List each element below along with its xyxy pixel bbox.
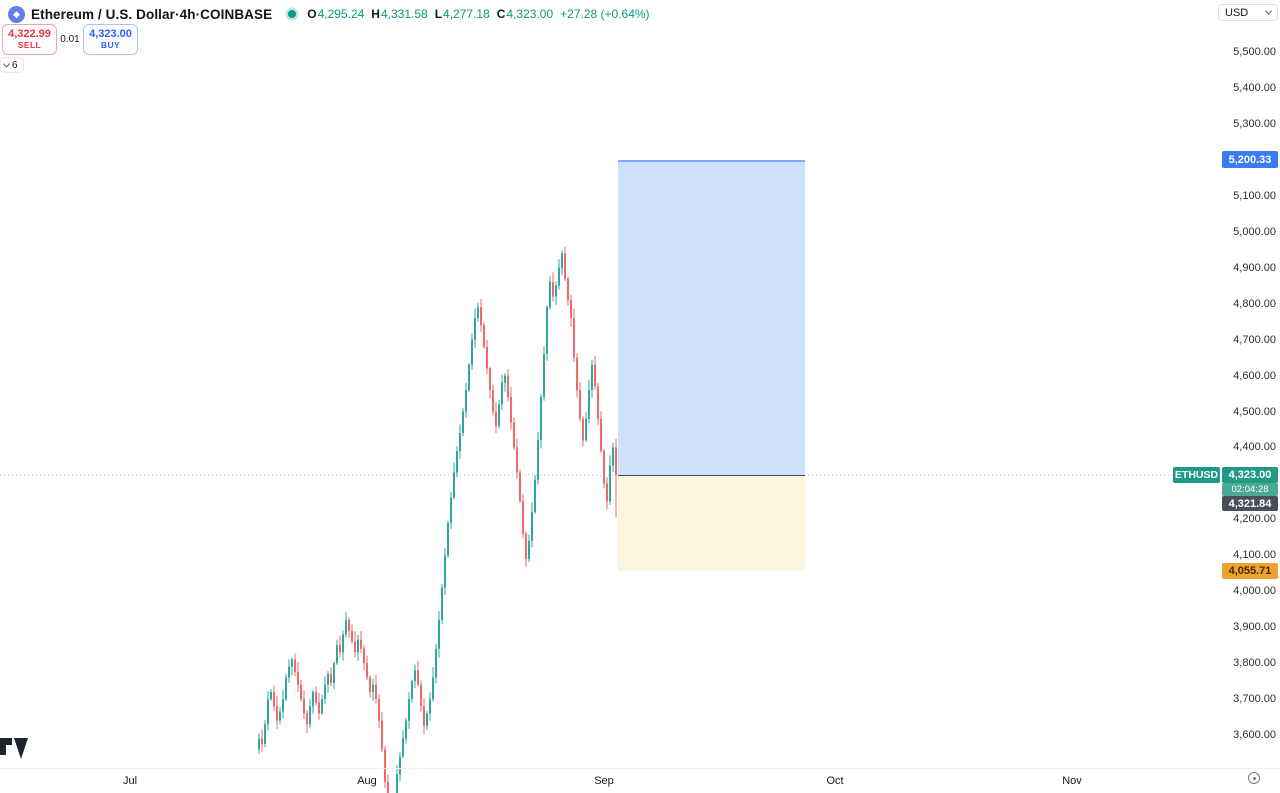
time-tick: Aug [357,775,377,787]
indicators-collapse-toggle[interactable]: 6 [0,57,24,73]
price-tick: 4,900.00 [1233,261,1276,274]
price-tick: 4,600.00 [1233,369,1276,382]
tradingview-logo [0,738,28,759]
price-tick: 4,800.00 [1233,297,1276,310]
title-separator: · [195,6,201,22]
spread-value: 0.01 [60,34,80,45]
price-tick: 4,000.00 [1233,585,1276,598]
time-tick: Jul [122,775,138,787]
change-value: +27.28 (+0.64%) [560,7,650,21]
bar-countdown-label: 02:04:28 [1222,483,1278,497]
trade-panel: 4,322.99 SELL 0.01 4,323.00 BUY [2,24,138,55]
market-status-icon[interactable] [288,10,297,18]
exchange-label[interactable]: COINBASE [200,6,273,22]
chevron-down-icon [1264,7,1273,15]
long-position-profit-zone[interactable] [618,159,805,476]
price-tick: 4,100.00 [1233,549,1276,562]
time-tick: Sep [594,775,614,787]
close-value: 4,323.00 [506,7,554,21]
time-tick: Nov [1062,775,1082,787]
chevron-down-icon [2,60,11,68]
price-tick: 4,400.00 [1233,441,1276,454]
price-tick: 3,700.00 [1233,693,1276,706]
close-prefix: C [496,7,506,21]
title-separator: · [174,6,180,22]
price-tick: 3,800.00 [1233,657,1276,670]
price-chart-pane[interactable] [0,0,1218,793]
open-value: 4,295.24 [317,7,365,21]
high-prefix: H [371,7,380,21]
price-tick: 5,400.00 [1233,81,1276,94]
low-prefix: L [434,7,443,21]
indicators-count: 6 [12,59,18,71]
open-prefix: O [307,7,317,21]
price-tick: 5,100.00 [1233,189,1276,202]
interval-label[interactable]: 4h [179,6,196,22]
price-tick: 4,200.00 [1233,513,1276,526]
sell-price: 4,322.99 [8,28,51,41]
price-tick: 3,600.00 [1233,729,1276,741]
price-tick: 4,500.00 [1233,405,1276,418]
last-price-label: 4,323.00 [1222,467,1278,484]
symbol-title[interactable]: Ethereum / U.S. Dollar [31,6,175,22]
symbol-tag-label: ETHUSD [1173,467,1220,484]
price-tick: 3,900.00 [1233,621,1276,634]
long-position-stop-zone[interactable] [618,475,805,572]
time-scale[interactable]: Jul Aug Sep Oct Nov [0,768,1280,793]
buy-label: BUY [100,39,121,50]
chart-header: ◆ Ethereum / U.S. Dollar · 4h · COINBASE… [8,4,650,24]
secondary-price-label: 4,321.84 [1222,496,1278,512]
buy-price: 4,323.00 [89,28,132,41]
target-icon[interactable] [1248,772,1260,784]
time-tick: Oct [826,775,844,787]
ethereum-icon: ◆ [8,5,25,23]
buy-button[interactable]: 4,323.00 BUY [83,24,138,55]
sell-label: SELL [17,39,42,50]
price-tick: 5,500.00 [1233,46,1276,58]
sell-button[interactable]: 4,322.99 SELL [2,24,57,55]
currency-selector[interactable]: USD [1218,4,1278,21]
high-value: 4,331.58 [380,7,428,21]
currency-label: USD [1225,6,1249,19]
stop-price-label[interactable]: 4,055.71 [1222,563,1278,580]
target-price-label[interactable]: 5,200.33 [1222,151,1278,169]
low-value: 4,277.18 [443,7,490,21]
ohlc-values: O 4,295.24 H 4,331.58 L 4,277.18 C 4,323… [307,7,649,21]
price-tick: 4,700.00 [1233,333,1276,346]
price-tick: 5,000.00 [1233,225,1276,238]
price-tick: 5,300.00 [1233,117,1276,130]
